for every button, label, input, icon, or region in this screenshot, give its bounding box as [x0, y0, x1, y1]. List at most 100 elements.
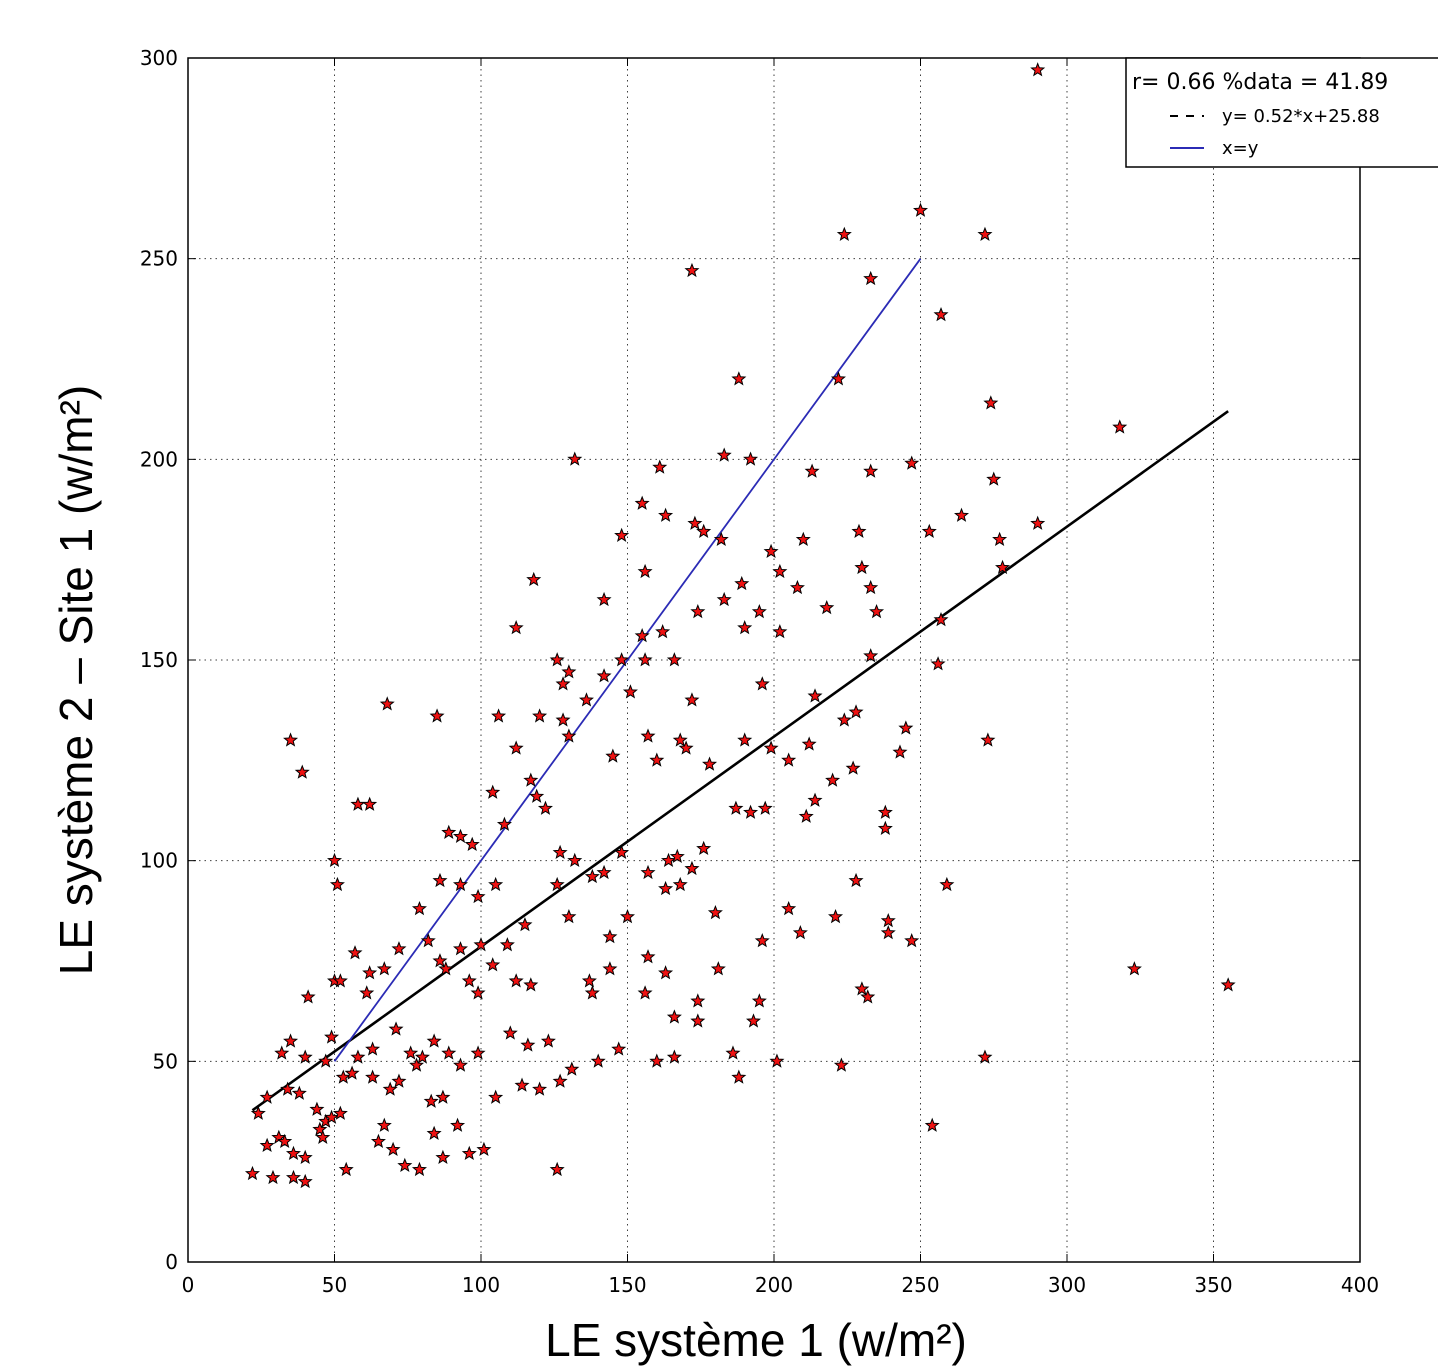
data-point	[350, 1049, 366, 1064]
x-tick-label: 350	[1194, 1273, 1232, 1297]
data-point	[274, 1045, 290, 1060]
data-point	[804, 463, 820, 478]
y-tick-label: 150	[140, 648, 178, 672]
data-point	[379, 696, 395, 711]
data-point	[564, 1061, 580, 1076]
data-points	[244, 62, 1236, 1189]
data-point	[880, 912, 896, 928]
data-point	[309, 1101, 325, 1116]
data-point	[461, 1145, 477, 1161]
data-point	[605, 748, 621, 763]
y-axis-title: LE système 2 – Site 1 (w/m²)	[50, 385, 102, 976]
data-point	[461, 973, 477, 988]
data-point	[452, 1057, 468, 1072]
identity-line	[333, 258, 922, 1062]
data-point	[388, 1021, 404, 1036]
data-point	[751, 993, 767, 1008]
data-point	[432, 872, 448, 888]
data-point	[567, 852, 583, 868]
data-point	[666, 1009, 682, 1024]
data-point	[640, 949, 656, 964]
y-tick-label: 0	[165, 1250, 178, 1274]
data-point	[429, 708, 445, 723]
data-point	[335, 1069, 351, 1084]
data-point	[795, 531, 811, 546]
data-point	[772, 624, 788, 639]
data-point	[1030, 515, 1046, 530]
data-point	[452, 828, 468, 843]
data-point	[904, 933, 920, 948]
data-point	[441, 824, 457, 839]
data-point	[892, 744, 908, 759]
data-point	[731, 1069, 747, 1084]
data-point	[526, 571, 542, 587]
data-point	[640, 728, 656, 743]
data-point	[634, 495, 650, 510]
data-point	[684, 860, 700, 876]
data-point	[584, 868, 600, 884]
data-point	[690, 993, 706, 1008]
data-point	[294, 764, 310, 779]
data-point	[678, 740, 694, 755]
data-point	[549, 876, 565, 892]
data-point	[332, 973, 348, 988]
data-point	[259, 1089, 275, 1104]
data-point	[737, 620, 753, 635]
data-point	[707, 904, 723, 920]
data-point	[470, 985, 486, 1000]
data-point	[300, 989, 316, 1004]
data-point	[403, 1045, 419, 1060]
data-point	[880, 925, 896, 940]
data-point	[854, 981, 870, 996]
data-point	[781, 900, 797, 916]
y-tick-label: 100	[140, 849, 178, 873]
data-point	[725, 1045, 741, 1060]
data-point	[283, 1033, 299, 1048]
data-point	[523, 772, 539, 787]
data-point	[877, 804, 893, 819]
data-point	[423, 1093, 439, 1108]
data-point	[690, 603, 706, 619]
data-point	[801, 736, 817, 751]
data-point	[710, 961, 726, 976]
data-point	[596, 864, 612, 880]
data-point	[672, 732, 688, 747]
data-point	[877, 820, 893, 835]
data-point	[385, 1141, 401, 1157]
data-point	[488, 876, 504, 892]
data-point	[898, 720, 914, 735]
data-point	[344, 1065, 360, 1080]
data-point	[614, 527, 630, 542]
data-point	[338, 1161, 354, 1177]
data-point	[391, 1073, 407, 1088]
data-point	[244, 1165, 260, 1181]
regression-line	[251, 410, 1229, 1112]
legend-title: r= 0.66 %data = 41.89	[1132, 70, 1388, 95]
data-point	[728, 800, 744, 815]
data-point	[473, 937, 489, 952]
data-point	[438, 961, 454, 976]
x-tick-label: 0	[182, 1273, 195, 1297]
data-point	[327, 852, 342, 868]
data-point	[684, 692, 700, 707]
data-point	[684, 262, 700, 278]
data-point	[441, 1045, 457, 1060]
data-point	[863, 270, 879, 286]
data-point	[496, 816, 512, 831]
data-point	[658, 965, 674, 980]
data-point	[318, 1053, 334, 1068]
data-point	[983, 395, 999, 410]
data-point	[552, 1073, 568, 1088]
data-point	[426, 1033, 442, 1048]
data-point	[781, 752, 797, 767]
data-point	[833, 1057, 849, 1072]
data-point	[259, 1137, 275, 1152]
data-point	[411, 1161, 427, 1177]
data-point	[863, 648, 879, 663]
data-point	[637, 563, 653, 579]
data-point	[596, 591, 612, 607]
data-point	[285, 1145, 301, 1161]
data-point	[672, 876, 688, 892]
data-point	[851, 523, 867, 538]
